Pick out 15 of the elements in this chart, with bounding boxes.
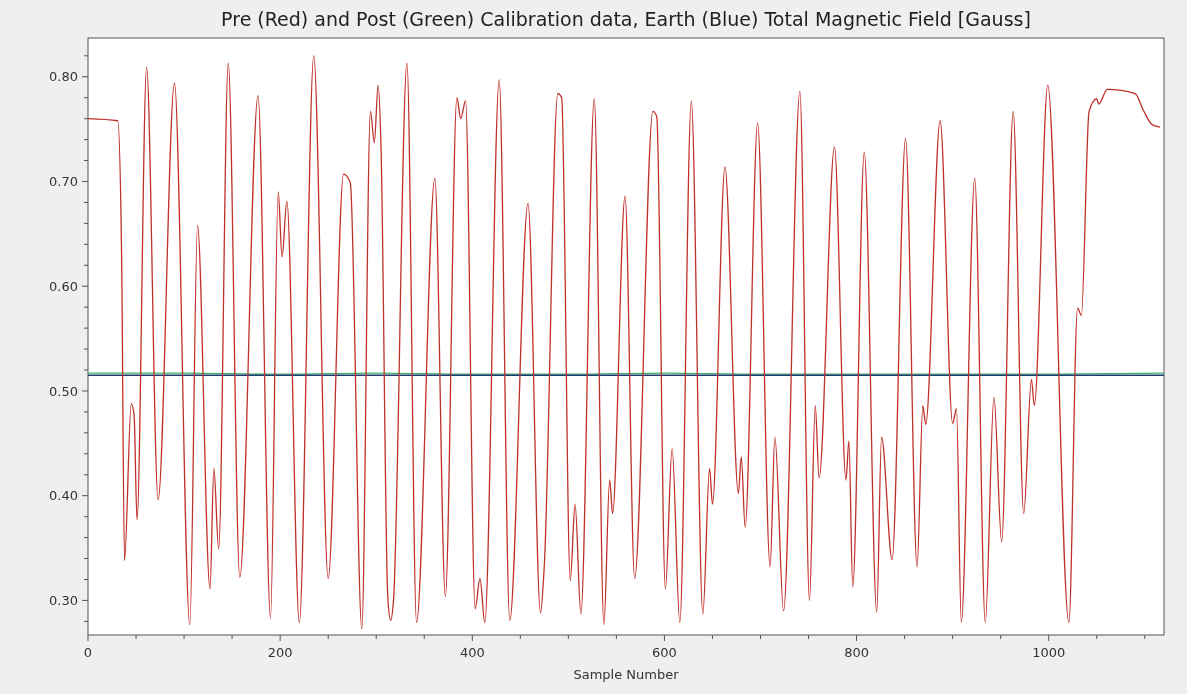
line-series [88, 55, 1161, 630]
x-tick-label: 200 [267, 645, 293, 660]
y-tick-label: 0.70 [49, 174, 78, 190]
x-tick-label: 400 [459, 645, 485, 660]
y-tick-label: 0.80 [49, 69, 78, 85]
x-axis-title: Sample Number [573, 667, 680, 682]
y-tick-label: 0.50 [49, 383, 78, 399]
y-tick-label: 0.40 [49, 488, 78, 504]
x-tick-label: 1000 [1032, 645, 1066, 660]
x-tick-label: 600 [652, 645, 677, 660]
y-tick-label: 0.60 [49, 278, 78, 294]
x-tick-label: 800 [844, 645, 869, 660]
chart-title: Pre (Red) and Post (Green) Calibration data, Earth (Blue) Total Magnetic Field [Gauss] [221, 8, 1031, 30]
y-tick-label: 0.30 [49, 592, 78, 608]
x-tick-label: 0 [83, 645, 93, 660]
